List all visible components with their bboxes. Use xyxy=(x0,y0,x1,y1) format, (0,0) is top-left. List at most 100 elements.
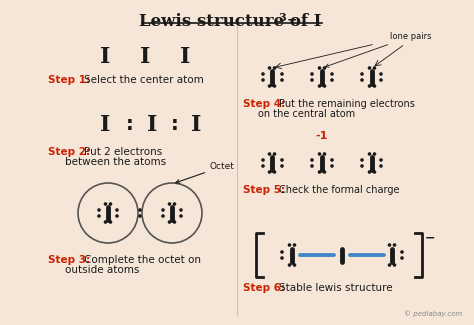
Circle shape xyxy=(288,264,291,266)
Circle shape xyxy=(361,79,363,81)
Circle shape xyxy=(380,165,382,167)
Circle shape xyxy=(281,159,283,161)
Text: Put the remaining electrons: Put the remaining electrons xyxy=(279,99,415,109)
Circle shape xyxy=(168,203,171,205)
Circle shape xyxy=(368,153,371,155)
Text: :: : xyxy=(126,114,134,134)
Circle shape xyxy=(281,73,283,75)
Circle shape xyxy=(368,67,371,69)
Text: −: − xyxy=(287,14,298,27)
Text: -1: -1 xyxy=(316,131,328,141)
Circle shape xyxy=(401,251,403,253)
Circle shape xyxy=(168,221,171,223)
Circle shape xyxy=(319,171,320,173)
Text: I: I xyxy=(100,46,110,68)
Circle shape xyxy=(323,67,326,69)
Circle shape xyxy=(293,244,296,246)
Circle shape xyxy=(173,203,175,205)
Text: Octet: Octet xyxy=(176,162,235,183)
Circle shape xyxy=(293,264,296,266)
Circle shape xyxy=(311,159,313,161)
Text: Complete the octet on: Complete the octet on xyxy=(84,255,201,265)
Circle shape xyxy=(273,67,275,69)
Circle shape xyxy=(368,85,371,87)
Circle shape xyxy=(401,257,403,259)
Circle shape xyxy=(323,153,326,155)
Circle shape xyxy=(109,203,111,205)
Circle shape xyxy=(374,67,375,69)
Circle shape xyxy=(311,79,313,81)
Circle shape xyxy=(331,165,333,167)
Text: on the central atom: on the central atom xyxy=(258,109,355,119)
Text: Stable lewis structure: Stable lewis structure xyxy=(279,283,392,293)
Circle shape xyxy=(393,264,396,266)
Circle shape xyxy=(268,153,271,155)
Text: Step 2:: Step 2: xyxy=(48,147,90,157)
Text: I: I xyxy=(100,114,110,136)
Circle shape xyxy=(393,244,396,246)
Circle shape xyxy=(331,159,333,161)
Circle shape xyxy=(268,67,271,69)
Circle shape xyxy=(331,73,333,75)
Circle shape xyxy=(380,73,382,75)
Circle shape xyxy=(262,73,264,75)
Circle shape xyxy=(368,171,371,173)
Text: between the atoms: between the atoms xyxy=(65,157,166,167)
Text: −: − xyxy=(425,232,436,245)
Circle shape xyxy=(116,209,118,211)
Text: 3: 3 xyxy=(278,12,286,23)
Circle shape xyxy=(116,215,118,217)
Circle shape xyxy=(273,171,275,173)
Circle shape xyxy=(388,264,391,266)
Circle shape xyxy=(374,85,375,87)
Circle shape xyxy=(361,73,363,75)
Circle shape xyxy=(104,203,107,205)
Circle shape xyxy=(281,79,283,81)
Text: :: : xyxy=(171,114,179,134)
Circle shape xyxy=(281,251,283,253)
Circle shape xyxy=(374,171,375,173)
Circle shape xyxy=(180,209,182,211)
Circle shape xyxy=(104,221,107,223)
Text: Check the formal charge: Check the formal charge xyxy=(279,185,400,195)
Text: Step 5:: Step 5: xyxy=(243,185,285,195)
Circle shape xyxy=(319,85,320,87)
Text: I: I xyxy=(140,46,150,68)
Circle shape xyxy=(268,171,271,173)
Circle shape xyxy=(331,79,333,81)
Circle shape xyxy=(319,67,320,69)
Circle shape xyxy=(268,85,271,87)
Circle shape xyxy=(139,215,141,217)
Circle shape xyxy=(361,159,363,161)
Circle shape xyxy=(281,165,283,167)
Circle shape xyxy=(323,171,326,173)
Circle shape xyxy=(380,159,382,161)
Text: lone pairs: lone pairs xyxy=(326,32,431,67)
Circle shape xyxy=(288,244,291,246)
Text: Select the center atom: Select the center atom xyxy=(84,75,204,85)
Text: Step 1:: Step 1: xyxy=(48,75,90,85)
Circle shape xyxy=(319,153,320,155)
Circle shape xyxy=(273,85,275,87)
Circle shape xyxy=(281,257,283,259)
Circle shape xyxy=(162,209,164,211)
Circle shape xyxy=(262,165,264,167)
Circle shape xyxy=(262,79,264,81)
Circle shape xyxy=(311,165,313,167)
Text: I: I xyxy=(147,114,157,136)
Text: Step 4:: Step 4: xyxy=(243,99,285,109)
Circle shape xyxy=(173,221,175,223)
Circle shape xyxy=(388,244,391,246)
Text: Step 6:: Step 6: xyxy=(243,283,285,293)
Text: Put 2 electrons: Put 2 electrons xyxy=(84,147,162,157)
Circle shape xyxy=(180,215,182,217)
Circle shape xyxy=(98,215,100,217)
Circle shape xyxy=(262,159,264,161)
Text: I: I xyxy=(180,46,190,68)
Circle shape xyxy=(273,153,275,155)
Circle shape xyxy=(98,209,100,211)
Circle shape xyxy=(311,73,313,75)
Text: © pediabay.com: © pediabay.com xyxy=(404,310,462,317)
Text: Step 3:: Step 3: xyxy=(48,255,90,265)
Circle shape xyxy=(323,85,326,87)
